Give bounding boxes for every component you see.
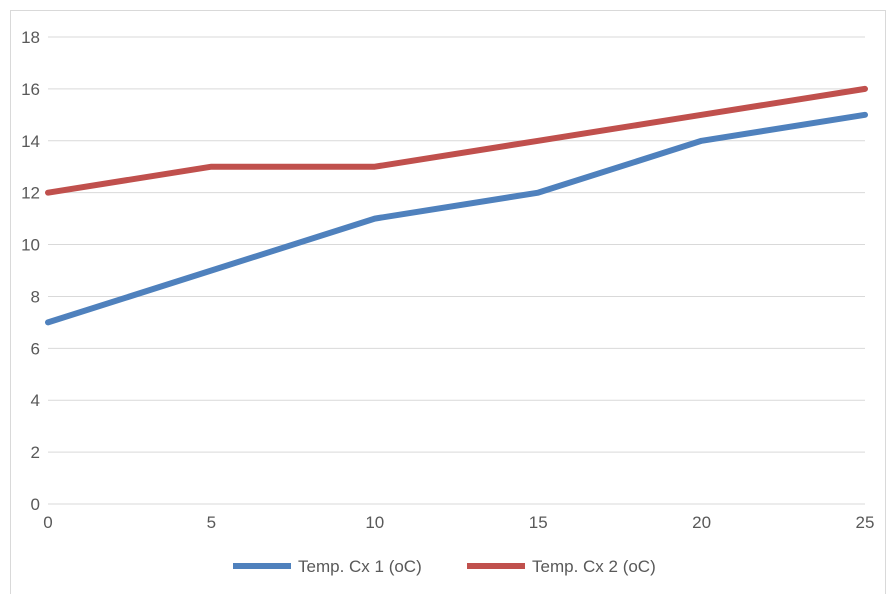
y-tick-label: 18	[21, 28, 40, 47]
y-tick-label: 0	[31, 495, 40, 514]
series-line-1	[45, 111, 868, 326]
x-tick-label: 10	[365, 513, 384, 532]
y-tick-label: 10	[21, 236, 40, 255]
chart-frame	[10, 10, 886, 594]
legend-label-2: Temp. Cx 2 (oC)	[532, 557, 656, 576]
y-axis-ticks: 0 2 4 6 8 10 12 14 16 18	[21, 28, 40, 514]
series-line-2	[45, 85, 868, 196]
grid-lines	[48, 36, 865, 453]
series-lines	[45, 85, 868, 326]
x-axis-ticks: 0 5 10 15 20 25	[43, 513, 874, 532]
legend-label-1: Temp. Cx 1 (oC)	[298, 557, 422, 576]
y-tick-label: 6	[31, 339, 40, 358]
x-tick-label: 0	[43, 513, 52, 532]
y-tick-label: 16	[21, 80, 40, 99]
y-tick-label: 12	[21, 184, 40, 203]
x-tick-label: 5	[207, 513, 216, 532]
y-tick-label: 4	[31, 391, 40, 410]
y-tick-label: 2	[31, 443, 40, 462]
x-tick-label: 20	[692, 513, 711, 532]
y-tick-label: 8	[31, 287, 40, 306]
legend: Temp. Cx 1 (oC) Temp. Cx 2 (oC)	[233, 557, 656, 576]
x-tick-label: 25	[856, 513, 875, 532]
y-tick-label: 14	[21, 132, 40, 151]
x-tick-label: 15	[529, 513, 548, 532]
